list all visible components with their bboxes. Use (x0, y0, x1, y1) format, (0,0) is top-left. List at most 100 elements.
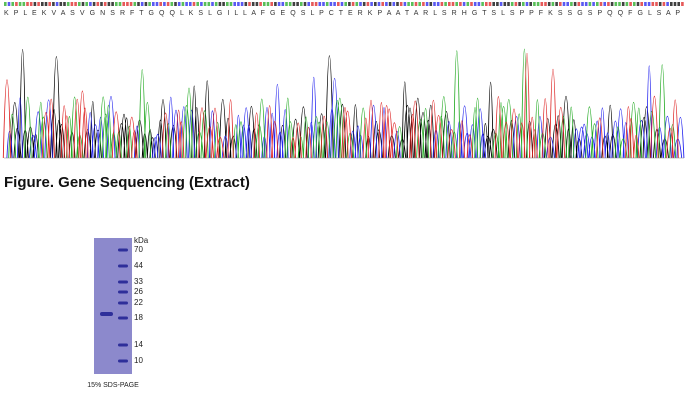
base-glyph (26, 2, 29, 6)
base-glyph (647, 2, 651, 6)
base-glyph (544, 2, 547, 6)
base-glyph (22, 2, 26, 6)
base-glyph (248, 2, 251, 6)
base-glyph (555, 2, 558, 6)
base-glyph (44, 2, 48, 6)
base-glyph (333, 2, 336, 6)
base-glyph (70, 2, 74, 6)
base-glyph (625, 2, 629, 6)
base-glyph (596, 2, 599, 6)
base-glyph (662, 2, 666, 6)
base-glyph (518, 2, 521, 6)
base-glyph (655, 2, 658, 6)
base-glyph (107, 2, 111, 6)
base-glyph (499, 2, 503, 6)
base-glyph (466, 2, 470, 6)
base-glyph (633, 2, 636, 6)
base-glyph (166, 2, 170, 6)
protein-sequence: K P L E K V A S V G N S R F T G Q Q L K … (4, 10, 680, 17)
base-glyph (411, 2, 414, 6)
base-glyph (155, 2, 159, 6)
base-glyph (344, 2, 347, 6)
base-glyph (122, 2, 125, 6)
marker-label: 70 (134, 245, 143, 254)
base-glyph (614, 2, 618, 6)
base-glyph (503, 2, 507, 6)
trace (2, 53, 679, 159)
base-glyph (362, 2, 366, 6)
base-glyph (126, 2, 129, 6)
base-glyph (588, 2, 592, 6)
base-glyph (277, 2, 281, 6)
base-glyph (407, 2, 410, 6)
base-glyph (599, 2, 603, 6)
marker-label: 18 (134, 313, 143, 322)
base-glyph (677, 2, 680, 6)
base-glyph (374, 2, 377, 6)
marker-label: 33 (134, 277, 143, 286)
base-glyph (536, 2, 540, 6)
base-glyph (163, 2, 166, 6)
base-glyph (651, 2, 655, 6)
base-glyph (640, 2, 643, 6)
base-glyph (422, 2, 425, 6)
base-glyph (59, 2, 63, 6)
base-glyph (584, 2, 588, 6)
base-glyph (459, 2, 462, 6)
base-glyph (318, 2, 322, 6)
base-glyph (118, 2, 122, 6)
base-glyph (603, 2, 606, 6)
base-glyph (322, 2, 325, 6)
base-glyph (658, 2, 662, 6)
base-glyph (670, 2, 673, 6)
base-glyph (388, 2, 392, 6)
gel-image (94, 238, 132, 374)
base-glyph (92, 2, 96, 6)
unit-label: kDa (134, 236, 149, 245)
base-glyph (462, 2, 466, 6)
base-glyph (152, 2, 155, 6)
chromatogram (2, 48, 685, 159)
base-glyph (444, 2, 447, 6)
base-glyph (4, 2, 7, 6)
base-glyph (610, 2, 614, 6)
base-glyph (403, 2, 407, 6)
marker-label: 14 (134, 340, 143, 349)
base-glyph (485, 2, 488, 6)
base-glyph (525, 2, 529, 6)
marker-label: 26 (134, 287, 143, 296)
marker-label: 10 (134, 356, 143, 365)
base-glyph (451, 2, 455, 6)
base-glyph (263, 2, 266, 6)
base-glyph (425, 2, 429, 6)
trace (8, 48, 677, 159)
base-glyph (666, 2, 669, 6)
base-glyph (566, 2, 569, 6)
base-glyph (414, 2, 418, 6)
marker-label: 44 (134, 261, 143, 270)
base-glyph (325, 2, 329, 6)
base-glyph (522, 2, 525, 6)
base-glyph (440, 2, 444, 6)
base-glyph (255, 2, 259, 6)
figure-caption: Figure. Gene Sequencing (Extract) (4, 174, 250, 191)
base-glyph (270, 2, 273, 6)
base-glyph (477, 2, 481, 6)
base-glyph (436, 2, 440, 6)
base-glyph (559, 2, 562, 6)
base-glyph (285, 2, 288, 6)
marker-label: 22 (134, 298, 143, 307)
base-glyph (507, 2, 510, 6)
base-glyph (7, 2, 11, 6)
base-glyph (15, 2, 18, 6)
base-glyph (396, 2, 399, 6)
base-glyph (96, 2, 100, 6)
base-glyph (181, 2, 185, 6)
base-glyph (100, 2, 103, 6)
base-glyph (63, 2, 66, 6)
base-glyph (385, 2, 388, 6)
marker-band (118, 280, 128, 284)
base-glyph (218, 2, 222, 6)
base-glyph (292, 2, 296, 6)
base-glyph (214, 2, 218, 6)
